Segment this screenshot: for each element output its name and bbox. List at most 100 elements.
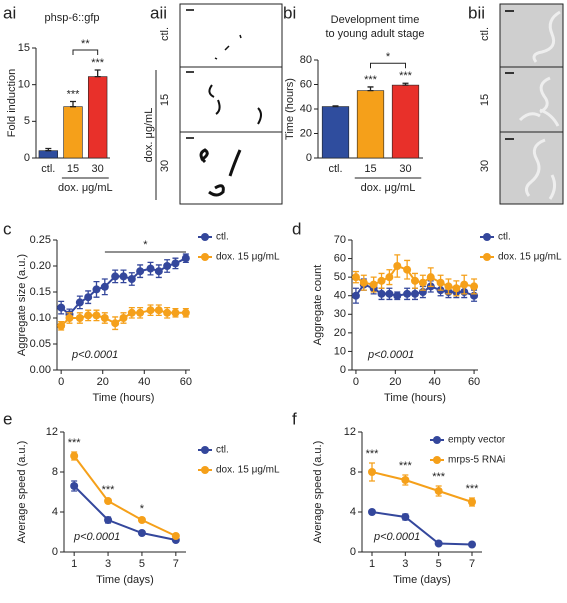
bar xyxy=(321,106,350,159)
x-tick-label: 30 xyxy=(92,163,104,175)
point xyxy=(385,273,394,282)
significance: *** xyxy=(399,460,413,472)
legend-marker xyxy=(483,253,491,261)
row-label: ctl. xyxy=(159,27,171,41)
y-tick-label: 12 xyxy=(46,426,58,438)
point xyxy=(403,289,412,298)
point xyxy=(154,267,163,276)
panel-label: ai xyxy=(3,3,16,22)
error-bar xyxy=(94,69,101,78)
image-panel-aii: ctl. 15 30 dox. μg/mL aii xyxy=(143,3,283,205)
error-bar xyxy=(402,82,409,86)
legend-label: ctl. xyxy=(216,445,229,456)
error-bar xyxy=(332,105,339,108)
y-axis-label: Aggregate size (a.u.) xyxy=(16,254,28,356)
point xyxy=(70,452,79,460)
point xyxy=(401,476,410,484)
x-axis-label: dox. μg/mL xyxy=(361,182,416,194)
x-tick-label: 15 xyxy=(364,163,376,175)
point xyxy=(368,508,376,516)
p-value: p<0.0001 xyxy=(73,531,120,543)
x-tick-label: 30 xyxy=(399,163,411,175)
point xyxy=(171,259,180,268)
image-panel-bii: ctl. 15 30 bii xyxy=(468,3,564,205)
y-tick-label: 4 xyxy=(350,506,356,518)
point xyxy=(181,254,190,263)
significance: * xyxy=(143,239,148,251)
significance: *** xyxy=(91,57,105,69)
panel-label: bi xyxy=(283,3,296,22)
point xyxy=(403,265,412,274)
legend-label: dox. 15 μg/mL xyxy=(498,252,562,263)
point xyxy=(136,308,145,317)
y-tick-label: 60 xyxy=(300,78,312,90)
point xyxy=(57,321,66,330)
axis-label: dox. μg/mL xyxy=(143,108,155,163)
y-tick-label: 10 xyxy=(18,79,30,91)
significance: *** xyxy=(102,484,116,496)
bracket xyxy=(72,49,99,55)
point xyxy=(57,303,66,312)
x-tick-label: 60 xyxy=(180,376,192,388)
point xyxy=(84,293,93,302)
point xyxy=(65,314,74,322)
x-tick-label: 20 xyxy=(97,376,109,388)
point xyxy=(369,280,378,289)
legend-marker xyxy=(201,466,209,474)
significance: *** xyxy=(364,74,378,86)
p-value: p<0.0001 xyxy=(367,349,414,361)
significance: *** xyxy=(366,448,380,460)
error-bar xyxy=(70,100,76,108)
point xyxy=(393,291,402,300)
bar xyxy=(391,84,420,159)
panel-label: bii xyxy=(468,3,485,22)
significance: *** xyxy=(399,70,413,82)
point xyxy=(468,498,476,506)
y-axis-label: Average speed (a.u.) xyxy=(16,441,28,544)
error-bar xyxy=(367,86,374,92)
x-tick-label: 40 xyxy=(138,376,150,388)
point xyxy=(104,497,113,505)
point xyxy=(100,314,109,322)
y-tick-label: 0.00 xyxy=(30,364,51,376)
worm xyxy=(199,148,242,197)
x-tick-label: ctl. xyxy=(41,163,55,175)
point xyxy=(434,487,443,495)
point xyxy=(470,282,479,291)
point xyxy=(70,482,79,490)
point xyxy=(104,516,113,524)
legend-label: dox. 15 μg/mL xyxy=(216,252,280,263)
bar xyxy=(87,76,108,159)
y-tick-label: 10 xyxy=(334,345,346,357)
chart-title: to young adult stage xyxy=(325,28,424,40)
p-value: p<0.0001 xyxy=(71,349,118,361)
point xyxy=(359,278,368,287)
panel-label: f xyxy=(292,409,297,428)
point xyxy=(436,278,445,287)
legend-label: ctl. xyxy=(216,232,229,243)
panel-label: c xyxy=(3,219,12,238)
significance: ** xyxy=(81,38,90,50)
y-tick-label: 20 xyxy=(300,127,312,139)
y-tick-label: 30 xyxy=(334,308,346,320)
legend-marker xyxy=(433,436,441,444)
y-tick-label: 0 xyxy=(52,546,58,558)
worm xyxy=(208,84,262,125)
point xyxy=(146,264,155,273)
significance: *** xyxy=(466,483,480,495)
y-tick-label: 0 xyxy=(24,152,30,164)
row-label: 15 xyxy=(159,94,171,106)
y-tick-label: 50 xyxy=(334,271,346,283)
y-tick-label: 15 xyxy=(18,42,30,54)
point xyxy=(163,308,172,317)
y-tick-label: 40 xyxy=(300,103,312,115)
x-tick-label: 7 xyxy=(173,558,179,570)
significance: *** xyxy=(432,471,446,483)
y-tick-label: 0.15 xyxy=(30,286,51,298)
y-tick-label: 40 xyxy=(334,290,346,302)
point xyxy=(411,289,419,298)
point xyxy=(75,314,84,322)
x-tick-label: 15 xyxy=(67,163,79,175)
y-tick-label: 0 xyxy=(350,546,356,558)
